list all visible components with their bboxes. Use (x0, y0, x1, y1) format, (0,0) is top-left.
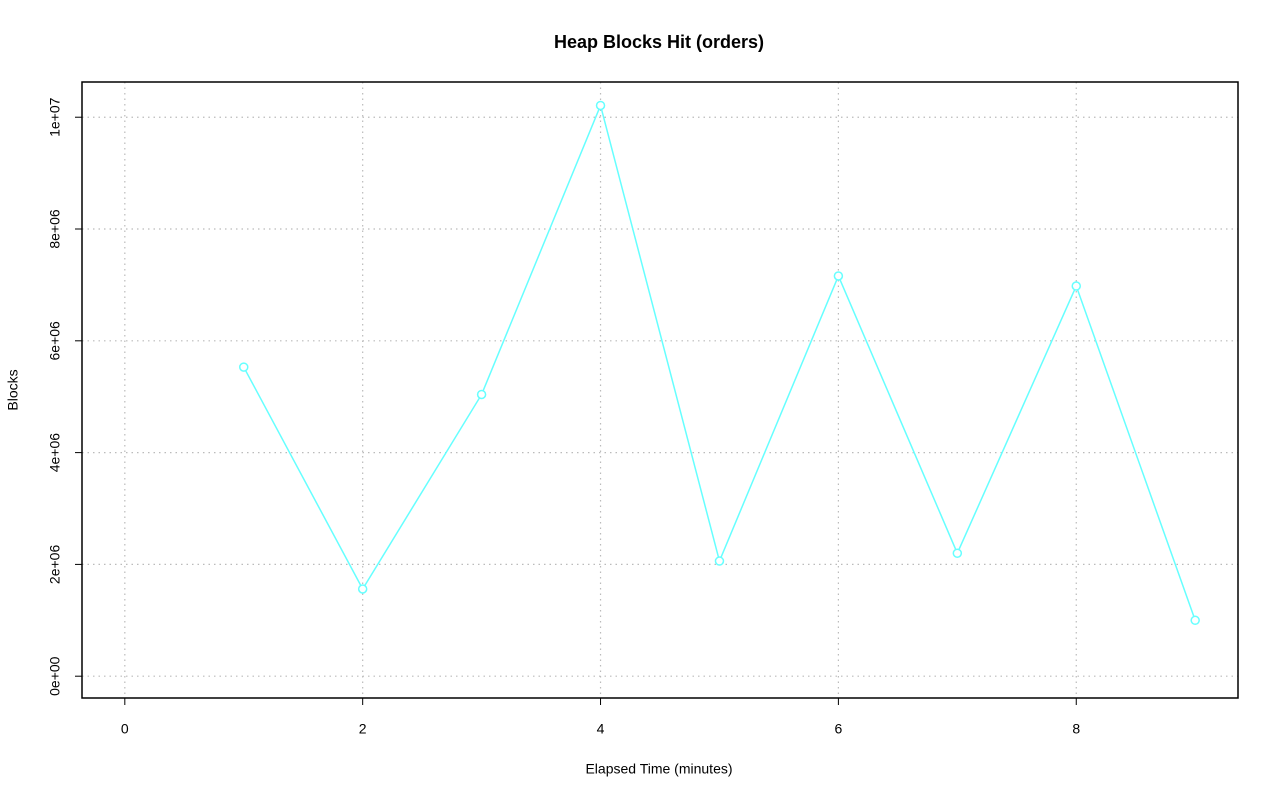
data-point (1190, 615, 1200, 626)
y-tick-label: 4e+06 (47, 433, 63, 473)
plot-frame (81, 81, 1239, 699)
data-point (1071, 281, 1082, 291)
x-tick-label: 2 (359, 721, 367, 737)
x-axis-label: Elapsed Time (minutes) (585, 761, 732, 777)
data-point (952, 548, 963, 558)
x-tick-label: 8 (1072, 721, 1080, 737)
data-point (357, 584, 368, 594)
data-point (833, 271, 844, 281)
data-point (238, 362, 249, 372)
y-axis-label: Blocks (5, 369, 21, 410)
y-tick-label: 1e+07 (47, 97, 63, 137)
x-tick-label: 4 (597, 721, 605, 737)
y-tick-label: 6e+06 (47, 321, 63, 361)
y-tick-label: 8e+06 (47, 209, 63, 249)
chart-title: Heap Blocks Hit (orders) (554, 32, 764, 52)
x-tick-label: 6 (834, 721, 842, 737)
data-point (476, 389, 487, 400)
x-tick-label: 0 (121, 721, 129, 737)
data-point (714, 556, 725, 566)
data-point (595, 100, 606, 111)
y-tick-label: 0e+00 (47, 656, 63, 696)
y-tick-label: 2e+06 (47, 545, 63, 585)
